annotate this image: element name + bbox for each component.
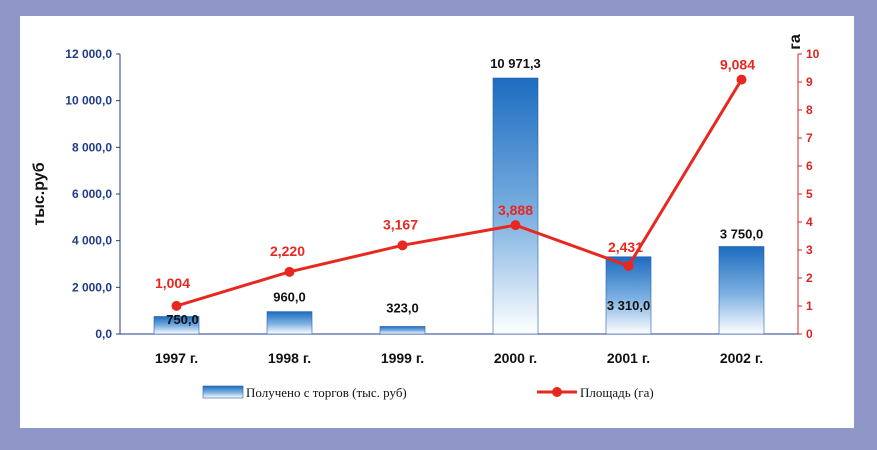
y2-axis-title: га (787, 34, 804, 50)
bar-value-label: 3 750,0 (720, 227, 763, 242)
area-value-label: 9,084 (720, 57, 755, 73)
chart-text: тыс.руб га 750,0 960,0 323,0 10 971,3 3 310,0 3… (31, 34, 804, 366)
area-point (623, 260, 634, 271)
x-tick-label: 1997 г. (155, 350, 198, 366)
area-value-label: 3,167 (383, 216, 418, 232)
right-tick-label: 5 (806, 187, 813, 201)
area-point (736, 74, 747, 85)
bar (718, 246, 765, 335)
bar (153, 316, 200, 335)
bar (266, 311, 313, 335)
area-point (397, 240, 408, 251)
x-tick-label: 2001 г. (607, 350, 650, 366)
right-tick-label: 7 (806, 131, 813, 145)
bar (379, 326, 426, 335)
area-point (510, 220, 521, 231)
chart-panel: 0,0 2 000,0 4 000,0 6 000,0 8 000,0 10 000,0 1… (20, 16, 854, 428)
right-tick-label: 8 (806, 103, 813, 117)
area-value-label: 3,888 (498, 202, 533, 218)
area-value-label: 1,004 (155, 275, 190, 291)
bar-value-label: 750,0 (166, 312, 199, 327)
right-tick-label: 2 (806, 271, 813, 285)
left-tick-label: 8 000,0 (72, 140, 112, 154)
x-tick-label: 1998 г. (268, 350, 311, 366)
area-point (284, 266, 295, 277)
bars (153, 77, 765, 335)
bar-value-label: 10 971,3 (490, 56, 541, 71)
right-tick-label: 6 (806, 159, 813, 173)
axes: 0,0 2 000,0 4 000,0 6 000,0 8 000,0 10 000,0 1… (65, 47, 819, 341)
left-tick-label: 10 000,0 (65, 94, 112, 108)
right-tick-label: 0 (806, 327, 813, 341)
area-value-label: 2,220 (270, 243, 305, 259)
y-axis-title: тыс.руб (31, 162, 48, 225)
right-tick-label: 9 (806, 75, 813, 89)
combo-chart: 0,0 2 000,0 4 000,0 6 000,0 8 000,0 10 000,0 1… (31, 34, 820, 400)
area-point (171, 300, 182, 311)
x-tick-label: 2000 г. (494, 350, 537, 366)
x-tick-label: 1999 г. (381, 350, 424, 366)
area-series-line (176, 78, 743, 308)
legend-bar-label: Получено с торгов (тыс. руб) (246, 385, 407, 400)
right-tick-label: 4 (806, 215, 813, 229)
right-tick-label: 10 (806, 47, 820, 61)
bar-value-label: 323,0 (386, 300, 419, 315)
legend-line-marker (552, 387, 562, 397)
right-tick-label: 1 (806, 299, 813, 313)
left-tick-label: 12 000,0 (65, 47, 112, 61)
x-tick-label: 2002 г. (720, 350, 763, 366)
bar-value-label: 960,0 (273, 290, 306, 305)
legend-line-label: Площадь (га) (580, 385, 654, 400)
area-line (171, 74, 747, 311)
left-tick-label: 0,0 (95, 327, 112, 341)
legend: Получено с торгов (тыс. руб) Площадь (га) (202, 385, 654, 400)
left-tick-label: 4 000,0 (72, 234, 112, 248)
area-value-label: 2,431 (608, 239, 643, 255)
bar (492, 77, 539, 335)
left-tick-label: 2 000,0 (72, 280, 112, 294)
bar-value-label: 3 310,0 (607, 298, 650, 313)
right-tick-label: 3 (806, 243, 813, 257)
legend-bar-swatch (202, 385, 244, 399)
left-tick-label: 6 000,0 (72, 187, 112, 201)
